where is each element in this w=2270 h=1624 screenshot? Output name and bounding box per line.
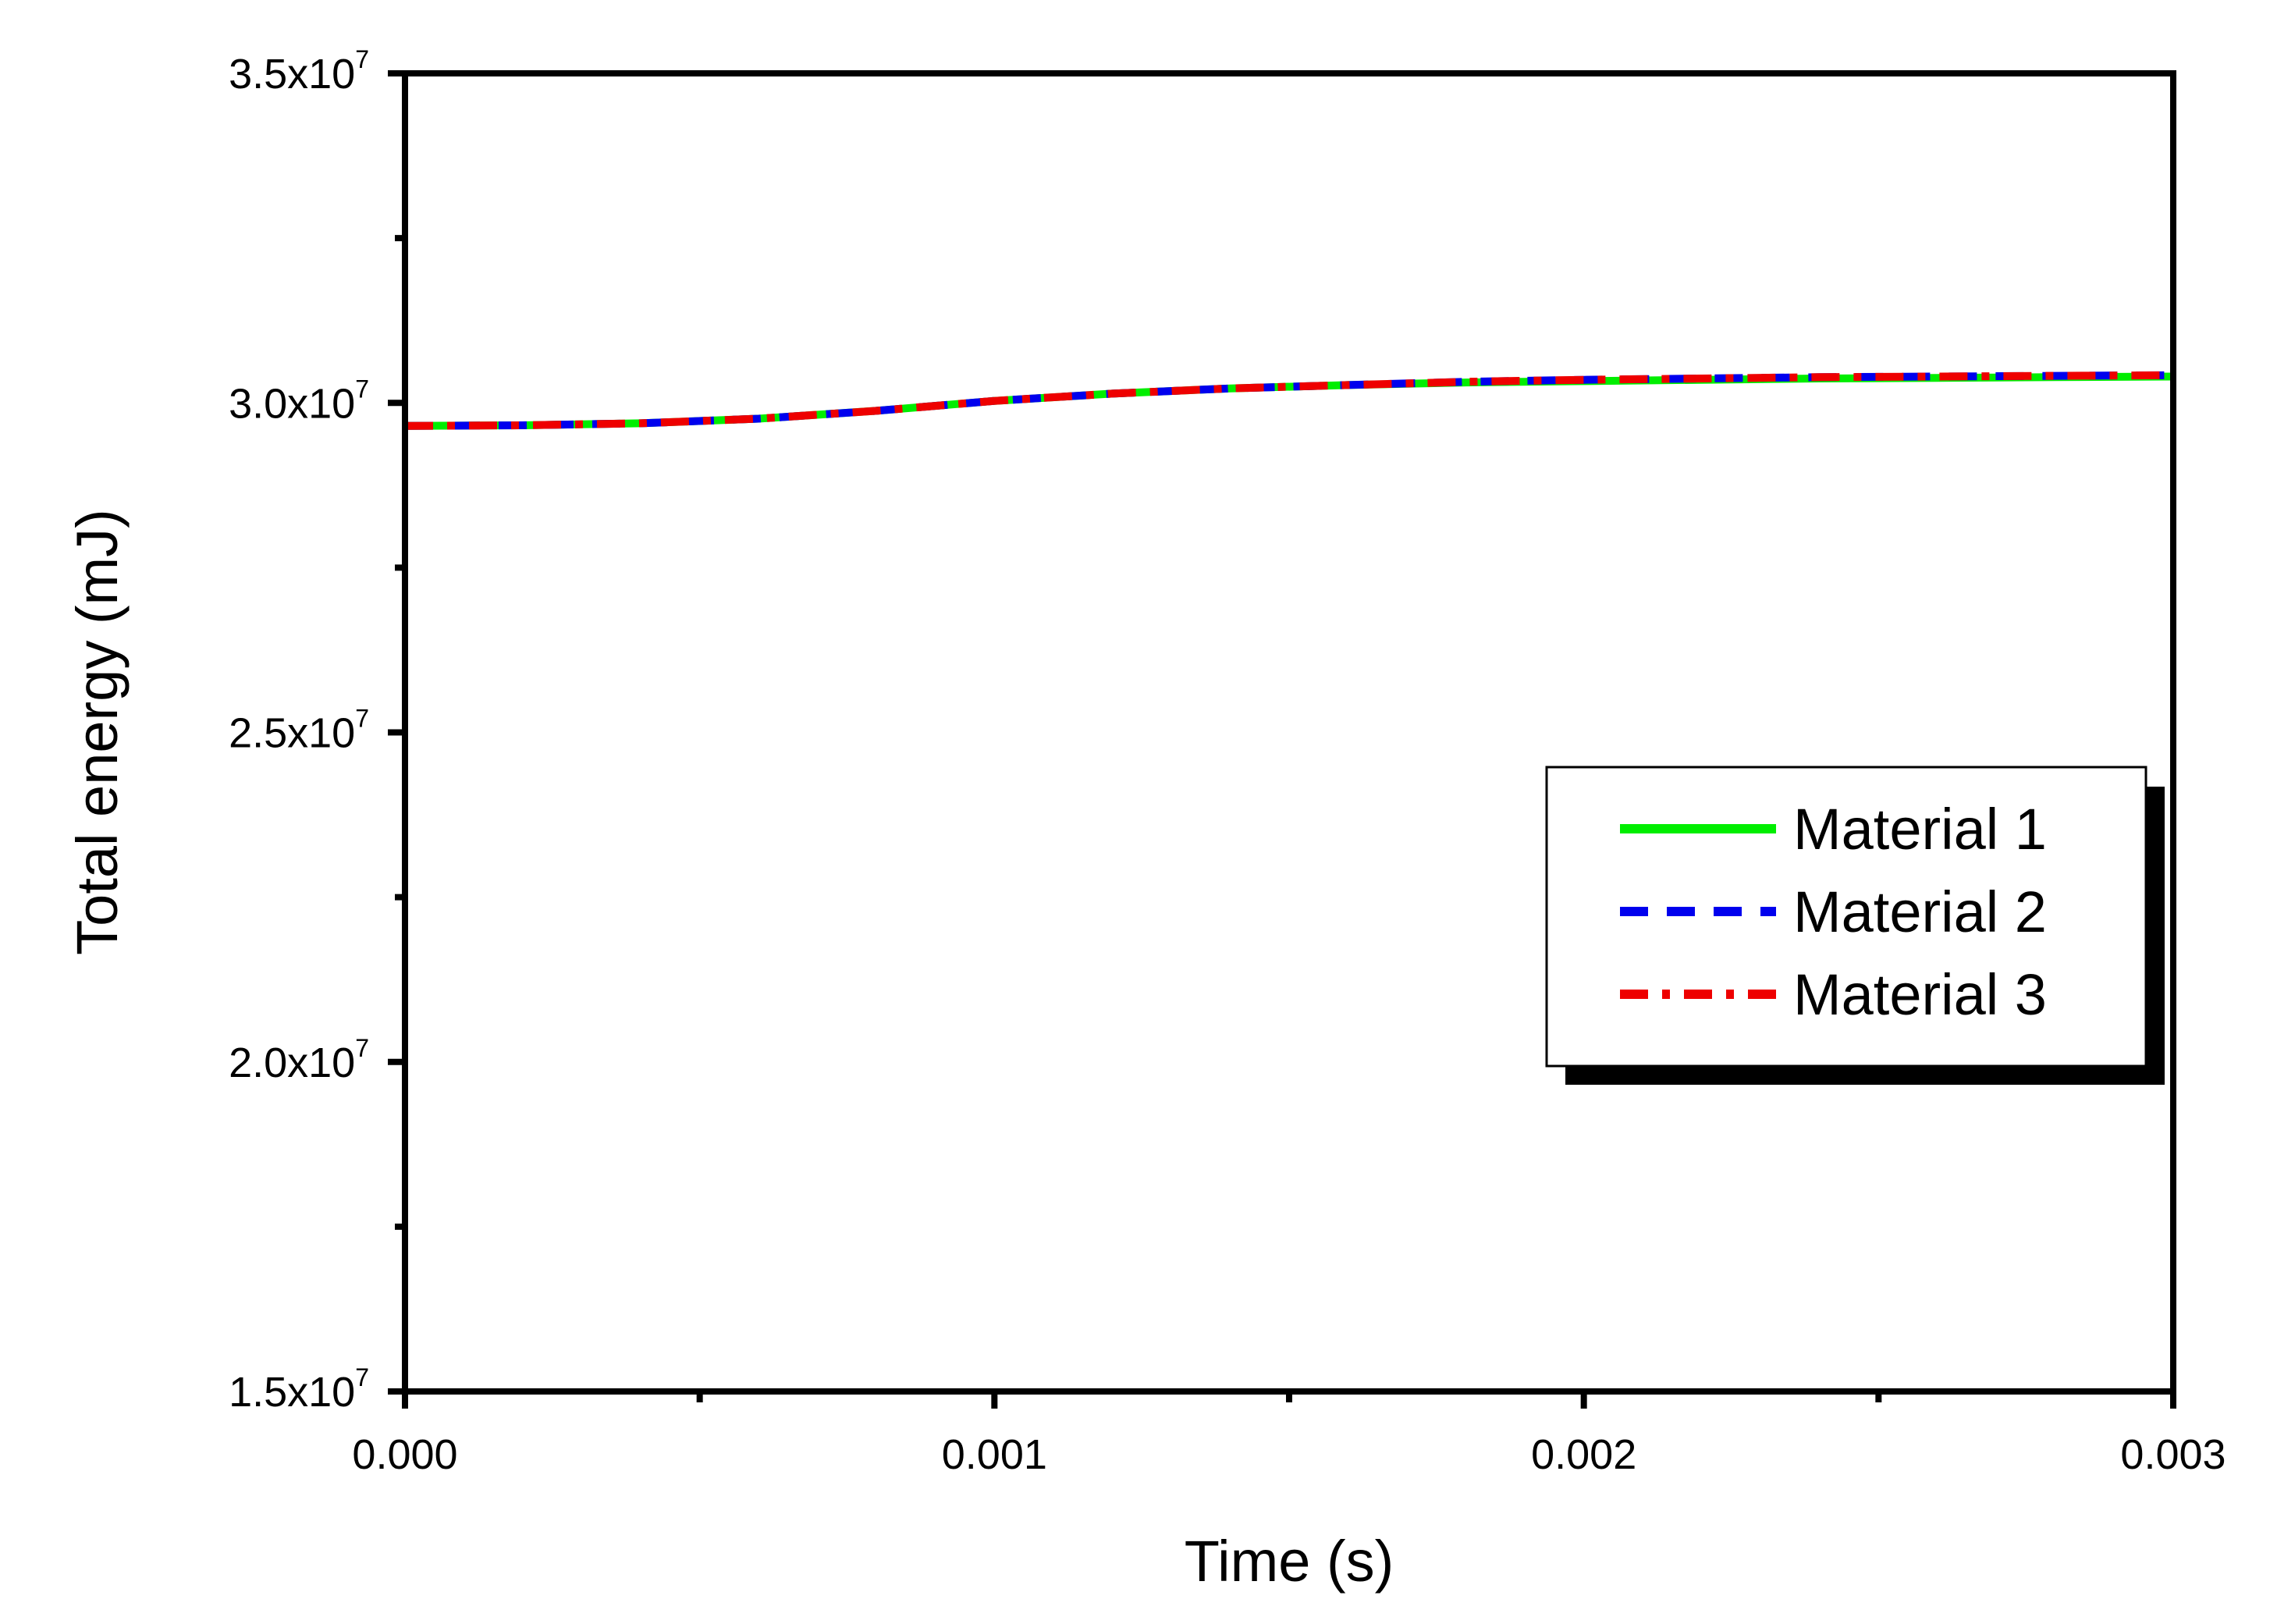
y-tick-label: 2.0x107	[229, 1034, 369, 1086]
x-tick-label: 0.001	[942, 1431, 1047, 1478]
x-tick-label: 0.003	[2120, 1431, 2226, 1478]
x-axis-ticks: 0.000 0.001 0.002 0.003	[352, 1391, 2226, 1478]
legend-label-2: Material 2	[1793, 880, 2047, 944]
y-tick-mantissa: 1.5x10	[229, 1369, 355, 1416]
y-tick-label: 2.5x107	[229, 705, 369, 757]
y-tick-exponent: 7	[355, 375, 369, 403]
y-tick-mantissa: 3.0x10	[229, 380, 355, 427]
x-tick-label: 0.002	[1531, 1431, 1636, 1478]
y-tick-exponent: 7	[355, 45, 369, 73]
x-axis-title: Time (s)	[1185, 1529, 1394, 1594]
y-tick-label: 3.5x107	[229, 45, 369, 98]
y-tick-exponent: 7	[355, 1363, 369, 1391]
y-axis-title: Total energy (mJ)	[65, 509, 130, 955]
series-line-3	[404, 371, 2174, 430]
legend-box	[1545, 766, 2147, 1068]
legend: Material 1 Material 2 Material 3	[1545, 766, 2165, 1085]
y-tick-exponent: 7	[355, 1034, 369, 1062]
x-tick-label: 0.000	[352, 1431, 457, 1478]
plot-frame	[402, 70, 2176, 1395]
legend-label-3: Material 3	[1793, 962, 2047, 1027]
y-tick-exponent: 7	[355, 705, 369, 733]
y-tick-label: 3.0x107	[229, 375, 369, 427]
legend-label-1: Material 1	[1793, 797, 2047, 862]
y-tick-mantissa: 3.5x10	[229, 51, 355, 98]
y-tick-label: 1.5x107	[229, 1363, 369, 1416]
y-tick-mantissa: 2.5x10	[229, 710, 355, 757]
series-layer	[404, 371, 2174, 430]
legend-items: Material 1 Material 2 Material 3	[1620, 797, 2047, 1027]
y-tick-mantissa: 2.0x10	[229, 1039, 355, 1086]
